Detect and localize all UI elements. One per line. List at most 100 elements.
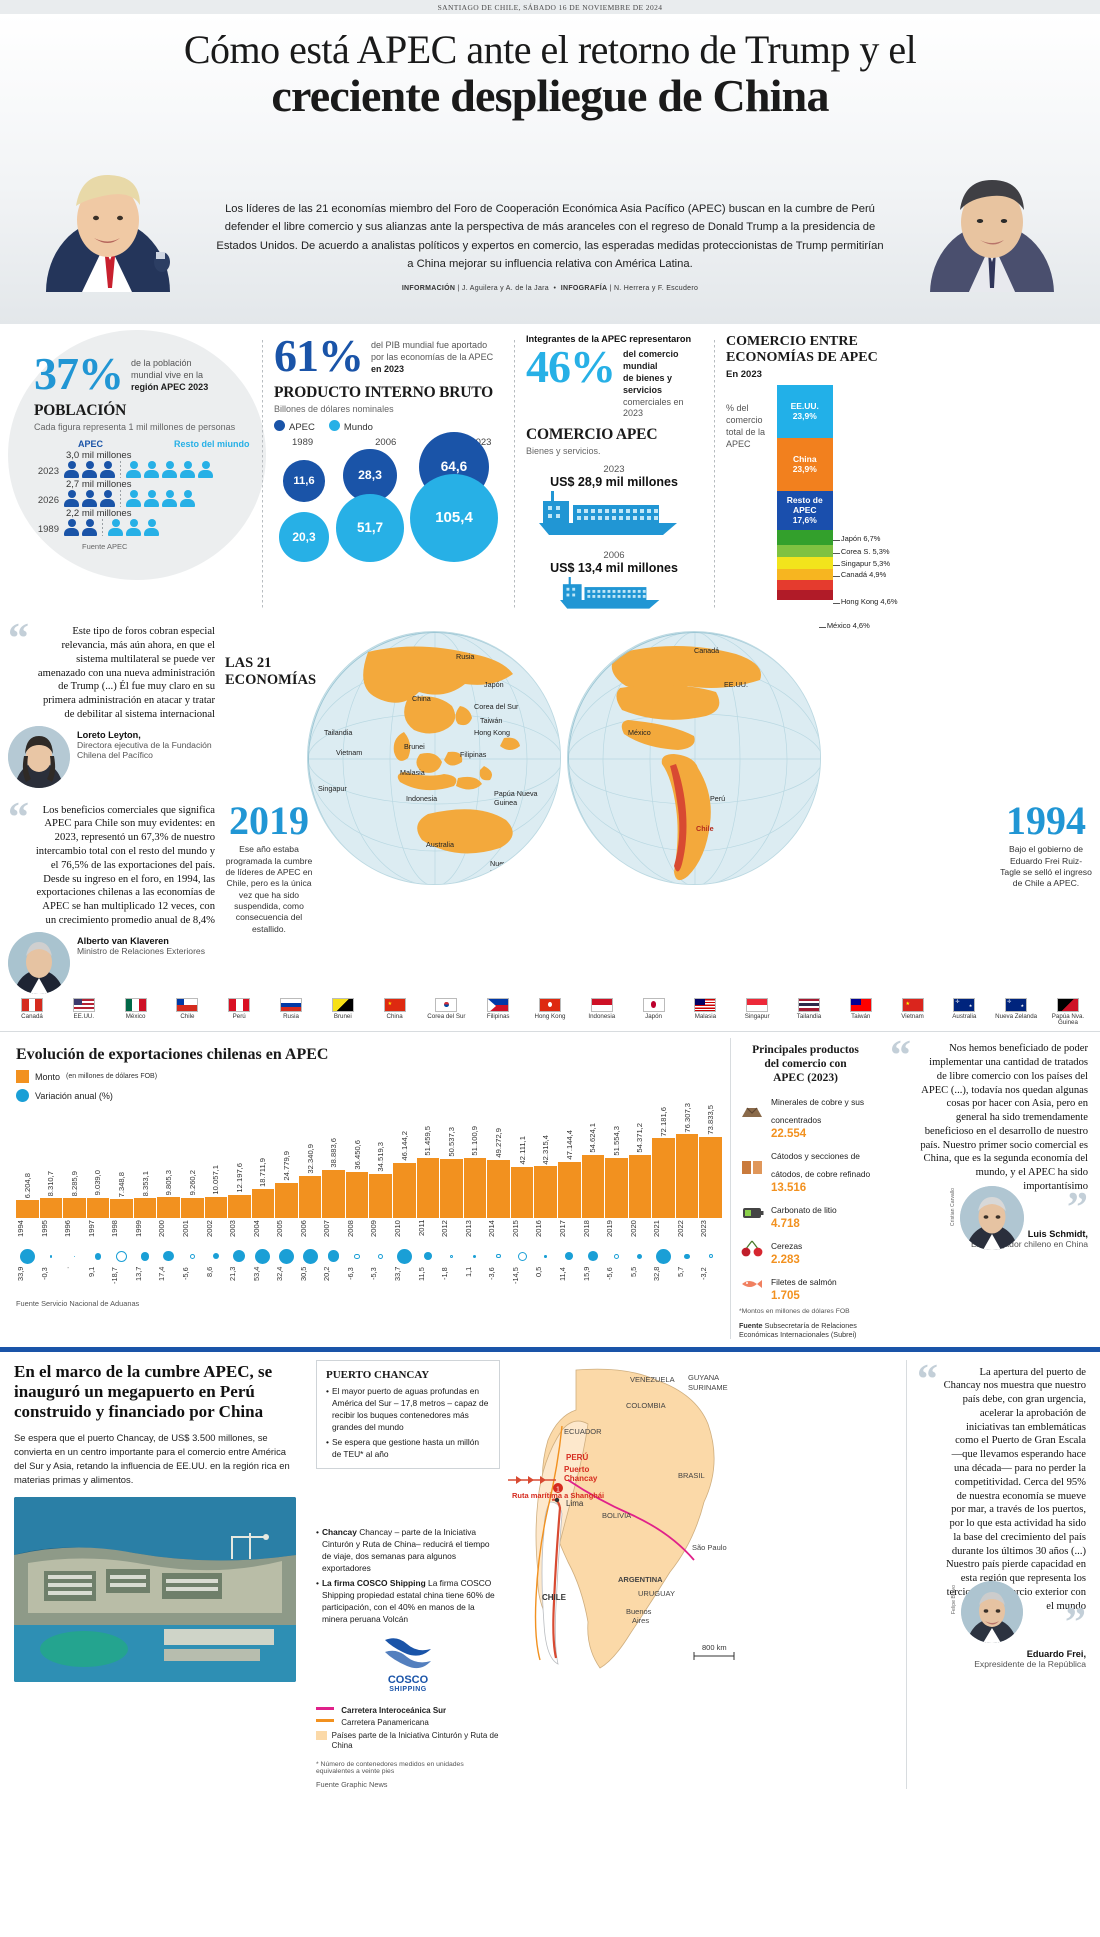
globes-title-1: LAS 21 [225, 655, 272, 672]
photo-credit-frei: Felipe Bravo [951, 1584, 957, 1614]
export-x-label: 2005 [275, 1220, 285, 1238]
callout-1994-year: 1994 [1006, 798, 1086, 844]
globe-label-brunei: Brunei [404, 742, 425, 752]
person-icon-apec [82, 460, 97, 478]
gdp-bubble-world: 51,7 [336, 494, 404, 562]
export-bar-value: 42.111,1 [517, 1136, 527, 1165]
export-x-label: 2021 [652, 1220, 662, 1238]
population-amount: 3,0 mil millones [66, 449, 132, 461]
variation-dot [212, 1253, 219, 1260]
export-bar-column: 8.353,1 [133, 1171, 157, 1219]
product-item: Filetes de salmón 1.705 [739, 1272, 872, 1302]
globe-label-tailandia: Tailandia [324, 728, 353, 738]
population-source: Fuente APEC [82, 541, 128, 551]
product-value: 13.516 [771, 1181, 807, 1194]
callout-1994: 1994 Bajo el gobierno de Eduardo Frei Ru… [1000, 797, 1092, 889]
flag-name: Japón [645, 1012, 662, 1020]
flag-item: Papúa Nva. Guinea [1046, 997, 1090, 1028]
product-value: 1.705 [771, 1289, 800, 1302]
person-icon-apec [100, 489, 115, 507]
gdp-year-labels: 1989 2006 2023 [274, 437, 502, 448]
quote-vanklaveren-role: Ministro de Relaciones Exteriores [77, 945, 206, 956]
export-bar [133, 1198, 157, 1219]
variation-dot [19, 1248, 35, 1264]
export-variation-dot-cell [228, 1250, 251, 1263]
export-variation-label: 5,7 [675, 1267, 685, 1278]
export-bar-value: 36.450,6 [352, 1140, 362, 1170]
legend-monto-swatch [16, 1070, 29, 1084]
flag-name: Indonesia [588, 1012, 616, 1020]
apec-segment-name: Resto de APEC [786, 495, 823, 515]
ship-year: 2023 [603, 464, 625, 476]
south-america-map: 1 VENEZUELA GUYANA SURINAME COLOMBIA ECU… [506, 1359, 906, 1790]
export-variation-dot-cell [629, 1253, 652, 1259]
flag-name: China [386, 1012, 403, 1020]
export-x-label: 2009 [369, 1220, 379, 1238]
photo-credit-schmidt: Cristian Carvallo [950, 1187, 956, 1226]
export-variation-dot-cell [369, 1253, 392, 1259]
flag-name: Nueva Zelanda [995, 1012, 1038, 1020]
legend-interoceanica-swatch [316, 1707, 334, 1711]
quote-frei-text: La apertura del puerto de Chancay nos mu… [943, 1366, 1086, 1612]
export-bar [652, 1138, 675, 1219]
apec-bar-stack: EE.UU. 23,9% China 23,9% Resto de APEC 17,6% [776, 385, 833, 601]
chancay-intro: En el marco de la cumbre APEC, se inaugu… [0, 1352, 310, 1796]
export-bar-value: 51.100,9 [470, 1126, 480, 1157]
callout-2019-text: Ese año estaba programada la cumbre de l… [225, 844, 313, 934]
legend-panamericana-swatch [316, 1719, 334, 1723]
export-variation-dot-cell [652, 1248, 675, 1264]
export-bar-column: 50.537,3 [440, 1127, 463, 1219]
export-bar-column: 54.624,1 [581, 1123, 605, 1219]
export-bar [63, 1198, 86, 1219]
chancay-port-photo [14, 1497, 296, 1683]
chancay-title-1: En el marco de la cumbre APEC, se [14, 1361, 273, 1381]
export-variation-label: -6,3 [345, 1267, 355, 1280]
flag-name: Chile [180, 1012, 195, 1020]
chancay-card-bullet-2: Se espera que gestione hasta un millón d… [331, 1436, 480, 1459]
export-x-label: 2015 [510, 1220, 520, 1238]
export-variation-dot-cell [157, 1250, 180, 1262]
export-variation-label: 1,1 [463, 1267, 473, 1278]
apec-segment-value: 23,9% [792, 410, 817, 421]
export-bar-column: 76.307,3 [675, 1103, 699, 1219]
export-bar-column: 32.340,9 [298, 1144, 322, 1219]
flag-icon [72, 997, 95, 1012]
lede: Los líderes de las 21 economías miembro … [190, 200, 910, 292]
export-bar-column: 51.459,5 [416, 1126, 440, 1219]
export-bar [204, 1196, 228, 1219]
population-legend-apec: APEC [78, 438, 104, 449]
svg-text:ARGENTINA: ARGENTINA [618, 1575, 663, 1584]
flag-icon [331, 997, 354, 1012]
export-variation-label: 30,5 [298, 1267, 308, 1282]
cargo-ship-icon [539, 491, 677, 536]
export-bar [369, 1173, 392, 1219]
variation-dot [396, 1248, 412, 1264]
svg-text:800 km: 800 km [702, 1643, 727, 1652]
chancay-title-2: inauguró un megapuerto en Perú [14, 1382, 255, 1402]
export-bar-column: 72.181,6 [652, 1107, 675, 1219]
export-bar-column: 6.204,8 [16, 1173, 39, 1219]
product-name: Minerales de cobre y sus concentrados [771, 1096, 865, 1125]
bullet-icon-3: • [316, 1526, 319, 1537]
export-bar [487, 1159, 510, 1219]
flag-item: Filipinas [476, 997, 520, 1028]
globe-label-australia: Australia [426, 840, 454, 850]
export-variation-label: 32,4 [275, 1267, 285, 1282]
gdp-big-text-1: del PIB mundial fue aportado [371, 340, 488, 350]
svg-text:URUGUAY: URUGUAY [638, 1589, 675, 1598]
globe-label-filipinas: Filipinas [460, 750, 487, 760]
legend-monto-sublabel: (en millones de dólares FOB) [66, 1073, 158, 1081]
export-x-label: 2003 [228, 1220, 238, 1238]
export-variation-label: -3,6 [487, 1267, 497, 1280]
quote-vanklaveren: “ Los beneficios comerciales que signifi… [8, 797, 215, 928]
apec-segment-name: China [792, 454, 817, 465]
population-row-year: 1989 [37, 523, 59, 535]
globe-label-chile: Chile [696, 824, 714, 834]
flag-icon [21, 997, 43, 1012]
chancay-footnote: * Número de contenedores medidos en unid… [316, 1761, 464, 1776]
legend-belt-road-swatch [316, 1731, 327, 1741]
export-variation-label: -18,7 [110, 1267, 120, 1285]
trump-portrait [20, 142, 190, 292]
gdp-legend-apec-dot [274, 419, 285, 431]
legend-interoceanica-label: Carretera Interoceánica Sur [341, 1706, 447, 1716]
